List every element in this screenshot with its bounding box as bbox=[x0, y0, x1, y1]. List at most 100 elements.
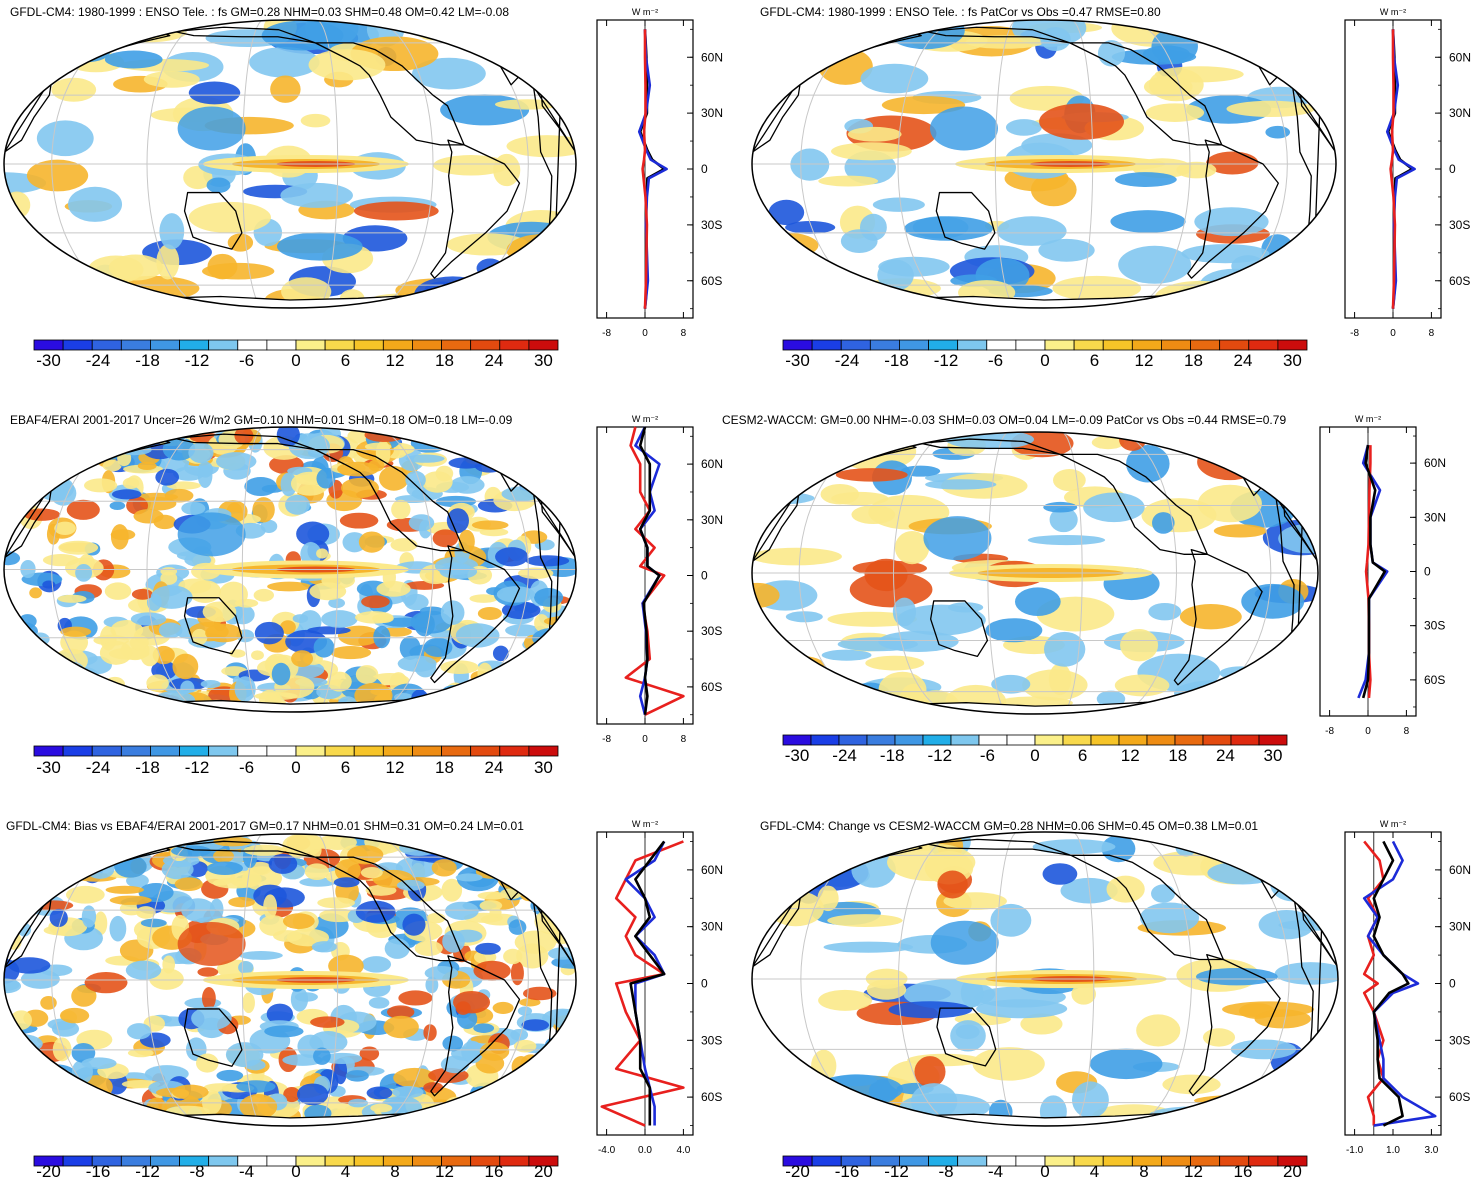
field-patch bbox=[838, 26, 909, 39]
map-field bbox=[4, 834, 576, 1126]
field-patch bbox=[373, 625, 391, 649]
field-patch bbox=[414, 940, 443, 956]
field-patch bbox=[60, 626, 92, 637]
map-border bbox=[751, 19, 1337, 309]
field-patch bbox=[442, 930, 465, 953]
field-patch bbox=[60, 853, 92, 867]
field-patch bbox=[790, 148, 830, 181]
field-patch bbox=[266, 1003, 293, 1025]
field-patch bbox=[475, 942, 501, 955]
colorbar-label: -30 bbox=[36, 758, 61, 777]
profile-units: W m⁻² bbox=[632, 7, 658, 17]
field-patch bbox=[1014, 587, 1061, 616]
profile-lat-label: 0 bbox=[701, 569, 708, 583]
field-patch bbox=[424, 431, 460, 447]
field-patch bbox=[191, 628, 208, 646]
profile-lat-label: 30N bbox=[1449, 106, 1471, 120]
field-patch bbox=[75, 563, 93, 582]
coastline-australia bbox=[935, 191, 996, 250]
field-patch bbox=[498, 871, 526, 890]
colorbar-swatch bbox=[324, 745, 355, 757]
colorbar-swatch bbox=[208, 1155, 239, 1167]
field-patch bbox=[522, 986, 557, 1001]
field-patch bbox=[291, 650, 314, 668]
field-patch bbox=[1152, 512, 1175, 534]
field-patch bbox=[16, 642, 35, 654]
colorbar-label: 0 bbox=[1040, 1162, 1049, 1181]
field-patch bbox=[1194, 1095, 1279, 1107]
field-patch bbox=[500, 1083, 521, 1094]
field-patch bbox=[174, 877, 203, 891]
field-patch bbox=[207, 253, 238, 280]
field-patch bbox=[234, 598, 259, 608]
colorbar-swatch bbox=[1015, 339, 1046, 351]
map-p6 bbox=[751, 831, 1339, 1127]
colorbar-swatch bbox=[1073, 339, 1104, 351]
field-patch bbox=[277, 232, 363, 261]
profile-lat-label: 30S bbox=[1449, 218, 1470, 232]
field-patch bbox=[205, 623, 243, 643]
field-patch bbox=[253, 588, 274, 602]
field-patch bbox=[108, 254, 163, 281]
colorbar-label: 4 bbox=[1090, 1162, 1099, 1181]
field-patch bbox=[105, 885, 144, 894]
field-patch bbox=[513, 1039, 537, 1053]
profile-xtick-label: -8 bbox=[1325, 726, 1334, 737]
colorbar-label: 12 bbox=[386, 758, 405, 777]
field-patch bbox=[860, 63, 929, 94]
field-patch bbox=[81, 905, 97, 928]
field-patch bbox=[215, 452, 257, 471]
colorbar-label: -12 bbox=[934, 351, 959, 370]
field-patch bbox=[23, 508, 61, 521]
colorbar-swatch bbox=[1202, 734, 1232, 746]
field-patch bbox=[1278, 524, 1318, 554]
field-patch bbox=[976, 999, 1068, 1019]
field-patch bbox=[473, 1023, 495, 1033]
field-patch bbox=[131, 588, 154, 600]
field-patch bbox=[1222, 1001, 1315, 1018]
map-p1 bbox=[3, 19, 577, 309]
field-patch bbox=[80, 1106, 108, 1126]
field-patch bbox=[114, 838, 150, 856]
profile-lat-label: 60N bbox=[701, 50, 723, 64]
field-patch bbox=[273, 930, 303, 942]
field-patch bbox=[71, 1043, 96, 1063]
field-patch bbox=[517, 567, 554, 579]
colorbar-label: -6 bbox=[988, 351, 1003, 370]
field-patch bbox=[476, 691, 489, 708]
field-patch bbox=[1136, 1014, 1181, 1047]
profile-xtick-label: -8 bbox=[602, 734, 611, 745]
field-patch bbox=[453, 990, 491, 1014]
field-patch bbox=[280, 620, 296, 635]
colorbar-label: -18 bbox=[884, 351, 909, 370]
field-patch bbox=[1071, 983, 1097, 1005]
colorbar-swatch bbox=[62, 745, 93, 757]
field-patch bbox=[529, 878, 556, 890]
field-patch bbox=[405, 470, 426, 489]
coastline-americaN bbox=[925, 26, 1223, 146]
colorbar-label: 12 bbox=[1121, 746, 1140, 765]
field-patch bbox=[461, 1040, 484, 1064]
field-patch bbox=[73, 280, 120, 307]
field-patch bbox=[75, 1107, 106, 1124]
field-patch bbox=[238, 960, 254, 975]
colorbar-swatch bbox=[986, 339, 1017, 351]
colorbar-p5: -20 -16 -12 -8 -4 0 4 8 12 16 20 bbox=[33, 1155, 559, 1181]
colorbar-label: -16 bbox=[835, 1162, 860, 1181]
colorbar-label: -4 bbox=[239, 1162, 254, 1181]
profile-lat-label: 30S bbox=[701, 218, 722, 232]
field-patch bbox=[1020, 1013, 1063, 1035]
field-patch bbox=[1270, 866, 1316, 902]
field-patch bbox=[762, 469, 808, 492]
colorbar-swatch bbox=[382, 339, 413, 351]
field-patch bbox=[439, 689, 476, 712]
colorbar-label: -30 bbox=[36, 351, 61, 370]
field-patch bbox=[511, 450, 530, 463]
field-patch bbox=[239, 1093, 278, 1120]
field-patch bbox=[456, 698, 496, 707]
colorbar-swatch bbox=[266, 745, 297, 757]
field-patch bbox=[459, 438, 489, 457]
field-patch bbox=[282, 1054, 323, 1066]
field-patch bbox=[69, 1094, 88, 1114]
field-patch bbox=[94, 834, 127, 856]
